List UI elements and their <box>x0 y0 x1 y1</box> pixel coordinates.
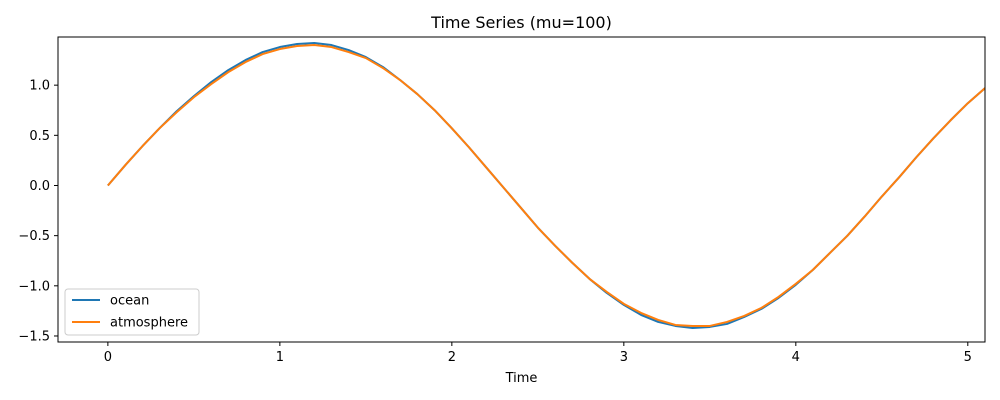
x-axis-label: Time <box>505 371 538 386</box>
legend-label-ocean: ocean <box>110 294 149 309</box>
y-tick-label: −1.0 <box>18 279 50 294</box>
legend-label-atmosphere: atmosphere <box>110 316 188 331</box>
legend: ocean atmosphere <box>64 288 200 336</box>
y-tick-label: −0.5 <box>18 229 50 244</box>
plot-frame <box>57 36 986 343</box>
y-axis: −1.5 −1.0 −0.5 0.0 0.5 1.0 <box>18 79 58 344</box>
plot-area <box>107 42 985 329</box>
x-tick-label: 3 <box>620 350 628 365</box>
series-line-ocean <box>107 42 985 329</box>
y-tick-label: 0.5 <box>29 129 50 144</box>
x-tick-label: 1 <box>276 350 284 365</box>
x-axis: 0 1 2 3 4 5 <box>104 342 972 365</box>
series-line-atmosphere <box>107 44 985 327</box>
x-tick-label: 5 <box>964 350 972 365</box>
y-tick-label: −1.5 <box>18 329 50 344</box>
x-tick-label: 2 <box>448 350 456 365</box>
x-tick-label: 4 <box>792 350 800 365</box>
chart-title: Time Series (mu=100) <box>430 13 612 32</box>
y-tick-label: 1.0 <box>29 79 50 94</box>
x-tick-label: 0 <box>104 350 112 365</box>
y-tick-label: 0.0 <box>29 179 50 194</box>
